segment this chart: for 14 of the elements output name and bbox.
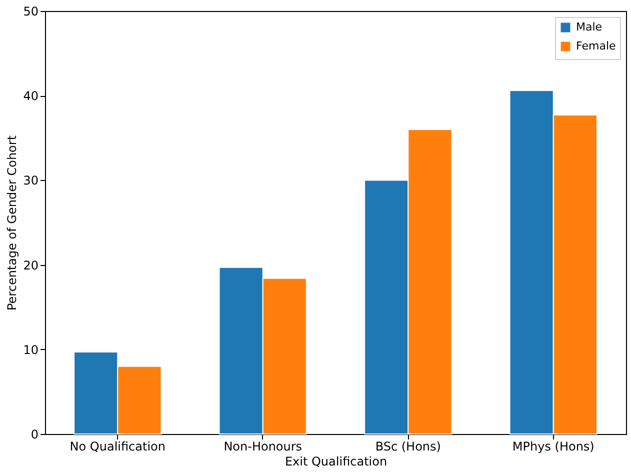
legend-label: Male: [576, 20, 602, 34]
y-tick-label: 40: [23, 89, 38, 104]
y-tick-label: 50: [23, 4, 38, 18]
y-axis-title: Percentage of Gender Cohort: [5, 135, 20, 311]
x-tick-label: Non-Honours: [224, 440, 302, 454]
x-tick-label: BSc (Hons): [375, 440, 441, 454]
legend-label: Female: [576, 40, 616, 52]
x-tick-label: MPhys (Hons): [512, 440, 594, 454]
y-tick-label: 0: [30, 428, 38, 442]
y-tick-label: 30: [23, 174, 38, 188]
x-axis-title: Exit Qualification: [284, 454, 388, 468]
x-tick-label: No Qualification: [70, 440, 166, 454]
y-tick-label: 10: [23, 342, 38, 357]
y-tick-label: 20: [23, 258, 38, 272]
